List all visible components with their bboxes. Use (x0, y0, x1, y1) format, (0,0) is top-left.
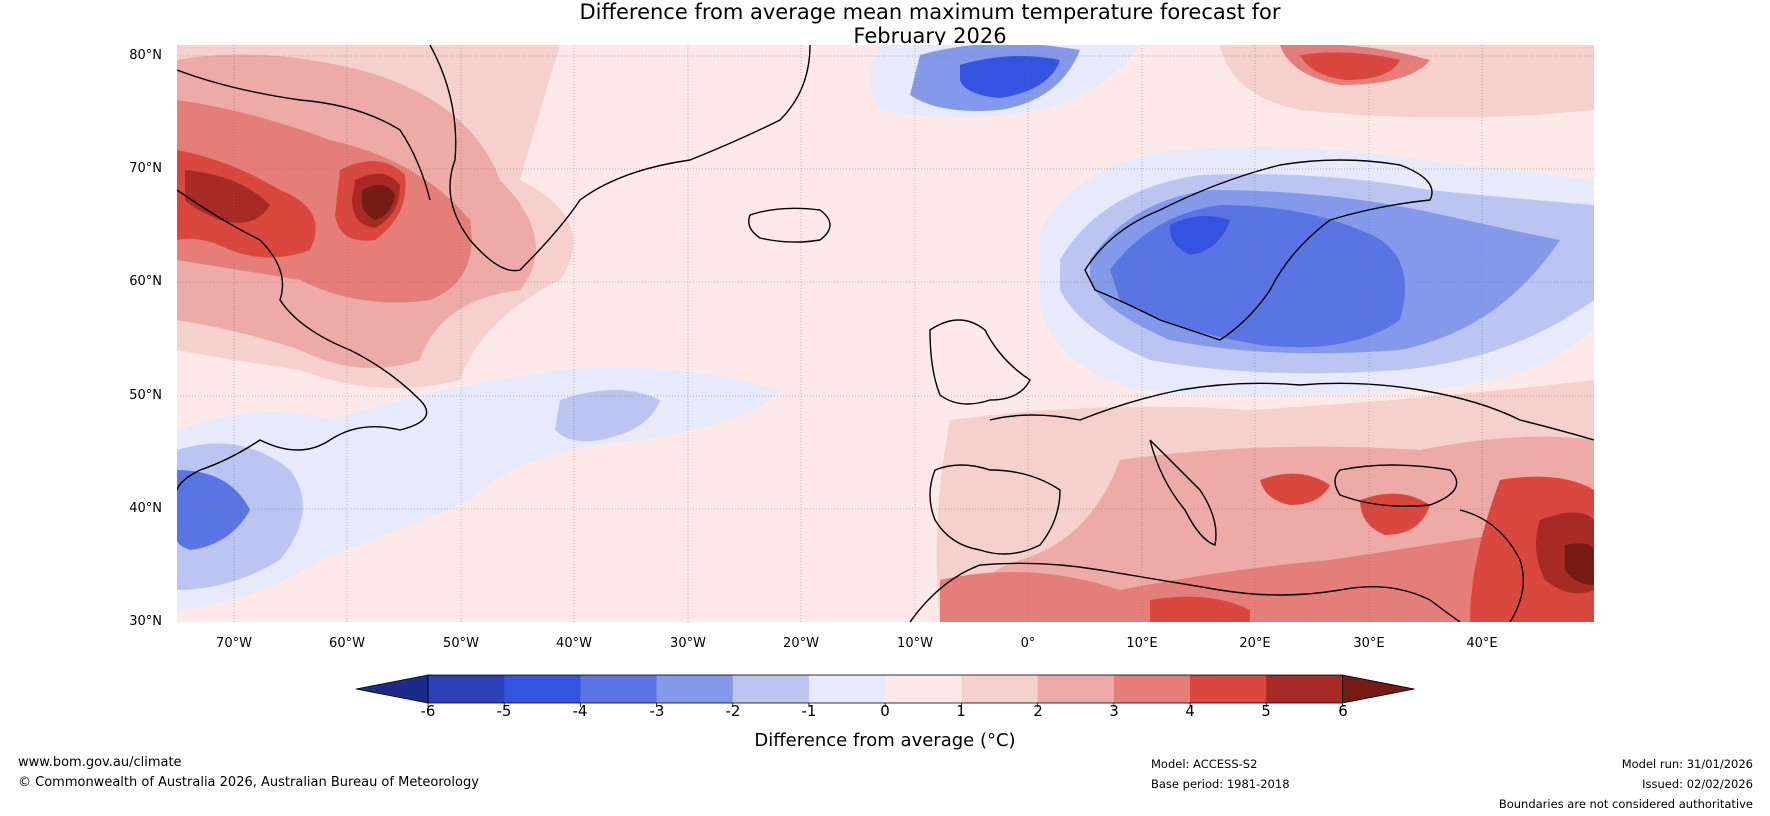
anomaly-region-hot-core-4 (361, 185, 395, 220)
colorbar-tick-label: -3 (649, 702, 665, 720)
lon-label-70w: 70°W (216, 636, 252, 651)
graticule (177, 45, 1594, 622)
lat-label-60n: 60°N (129, 274, 162, 289)
colorbar-tick-label: -2 (725, 702, 741, 720)
colorbar-tick-label: -5 (496, 702, 512, 720)
lat-label-40n: 40°N (129, 501, 162, 516)
coastline-greenland (429, 45, 811, 272)
colorbar-extend-min (355, 674, 429, 704)
colorbar-segment (885, 675, 962, 703)
colorbar-extend-max (1342, 674, 1415, 704)
footer-issued: Issued: 02/02/2026 (1642, 777, 1753, 791)
colorbar-tick-label: 1 (956, 702, 966, 720)
colorbar-segment (732, 675, 810, 703)
chart-title: Difference from average mean maximum tem… (0, 0, 1770, 48)
lon-label-10e: 10°E (1126, 636, 1158, 651)
footer-base-period: Base period: 1981-2018 (1151, 777, 1290, 791)
lat-label-50n: 50°N (129, 388, 162, 403)
anomaly-region-middle-east-hot-core (1565, 543, 1594, 585)
colorbar-tick-label: 0 (880, 702, 890, 720)
lat-label-70n: 70°N (129, 161, 162, 176)
temperature-anomaly-field (177, 45, 1594, 622)
footer-disclaimer: Boundaries are not considered authoritat… (1498, 797, 1753, 811)
coastline-italy (1149, 439, 1217, 546)
anomaly-region-north-africa-hot (1150, 596, 1250, 622)
coastline-europe-mainland (989, 382, 1594, 441)
colorbar (355, 674, 1415, 707)
footer-copyright: © Commonwealth of Australia 2026, Austra… (18, 775, 479, 790)
anomaly-region-balkans-hot (1260, 473, 1330, 505)
colorbar-tick-label: -1 (801, 702, 817, 720)
colorbar-tick-label: -6 (420, 702, 436, 720)
coastline-iceland (748, 207, 831, 243)
colorbar-tick-label: -4 (572, 702, 588, 720)
coastline-iberia (929, 464, 1061, 555)
coastline-labrador (177, 189, 428, 491)
coastline-scandinavia (1084, 159, 1433, 341)
anomaly-region-mid-atlantic-cool (555, 390, 660, 442)
anomaly-region-coast-cold (177, 470, 250, 550)
colorbar-segment (809, 675, 886, 703)
coastline-east-mediterranean (1459, 509, 1525, 622)
anomaly-region-arctic-cold-core (960, 56, 1060, 98)
lon-label-0: 0° (1020, 636, 1036, 651)
lon-label-60w: 60°W (329, 636, 365, 651)
colorbar-tick-label: 2 (1033, 702, 1043, 720)
lon-label-30w: 30°W (670, 636, 706, 651)
lon-label-30e: 30°E (1353, 636, 1385, 651)
colorbar-tick-label: 5 (1261, 702, 1271, 720)
footer-url[interactable]: www.bom.gov.au/climate (18, 755, 182, 770)
colorbar-tick-label: 3 (1109, 702, 1119, 720)
colorbar-segment (961, 675, 1039, 703)
title-line-1: Difference from average mean maximum tem… (579, 0, 1281, 24)
colorbar-segment (1266, 675, 1343, 703)
colorbar-segment (580, 675, 658, 703)
lon-label-50w: 50°W (443, 636, 479, 651)
colorbar-segment (1190, 675, 1267, 703)
colorbar-tick-label: 4 (1185, 702, 1195, 720)
coastline-baffin (177, 69, 431, 201)
anomaly-region-norway-cold-core (1170, 216, 1230, 255)
colorbar-segment (1113, 675, 1191, 703)
anomaly-region-africa-warmer (940, 520, 1594, 622)
colorbar-segment (504, 675, 581, 703)
footer-model: Model: ACCESS-S2 (1151, 757, 1258, 771)
coastlines (177, 45, 1594, 622)
footer-model-run: Model run: 31/01/2026 (1621, 757, 1753, 771)
coastline-north-africa (909, 562, 1461, 622)
lon-label-40e: 40°E (1466, 636, 1498, 651)
coastline-british-isles (929, 319, 1031, 405)
colorbar-segment (428, 675, 505, 703)
colorbar-tick-label: 6 (1338, 702, 1348, 720)
lat-label-80n: 80°N (129, 48, 162, 63)
lon-label-20e: 20°E (1239, 636, 1271, 651)
lon-label-20w: 20°W (783, 636, 819, 651)
coastline-black-sea (1334, 464, 1458, 507)
anomaly-region-svalbard-hot (1300, 52, 1400, 80)
lon-label-10w: 10°W (897, 636, 933, 651)
lon-label-40w: 40°W (556, 636, 592, 651)
colorbar-segment (1037, 675, 1115, 703)
map-canvas (177, 45, 1594, 707)
colorbar-title: Difference from average (°C) (754, 730, 1016, 751)
title-line-2: February 2026 (853, 24, 1007, 48)
colorbar-segment (656, 675, 734, 703)
lat-label-30n: 30°N (129, 614, 162, 629)
